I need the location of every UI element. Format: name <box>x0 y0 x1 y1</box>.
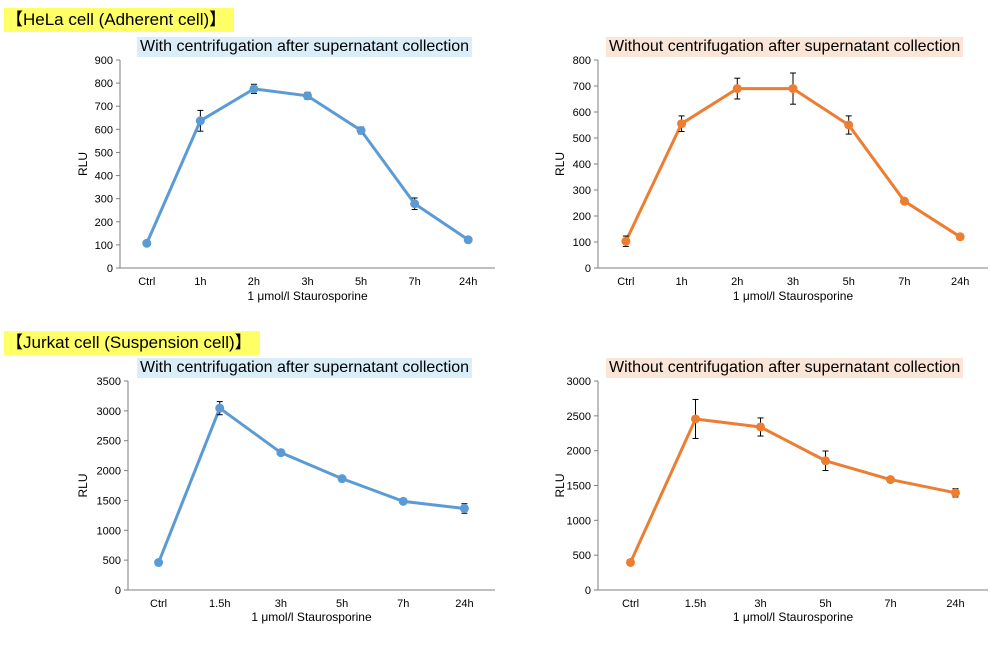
y-axis-title: RLU <box>553 473 567 497</box>
data-point <box>756 422 765 431</box>
y-tick-label: 1000 <box>567 515 591 527</box>
data-point <box>691 414 700 423</box>
data-point <box>951 488 960 497</box>
x-axis-title: 1 μmol/l Staurosporine <box>733 610 854 624</box>
y-tick-label: 500 <box>573 550 591 562</box>
y-tick-label: 2500 <box>567 411 591 423</box>
x-tick-label: Ctrl <box>622 598 639 610</box>
x-tick-label: 3h <box>754 598 766 610</box>
x-tick-label: 24h <box>946 598 964 610</box>
y-tick-label: 3000 <box>567 376 591 388</box>
data-point <box>821 456 830 465</box>
y-tick-label: 0 <box>585 585 591 597</box>
data-point <box>886 475 895 484</box>
x-tick-label: 7h <box>884 598 896 610</box>
y-tick-label: 1500 <box>567 481 591 493</box>
series-line <box>631 419 956 563</box>
data-point <box>626 558 635 567</box>
line-chart-jurkat-without-centrifugation: 0 500 1000 1500 2000 2500 3000 Ctrl 1.5h 3h 5h 7h 24… <box>0 0 1000 645</box>
y-tick-label: 2000 <box>567 446 591 458</box>
x-tick-label: 5h <box>819 598 831 610</box>
x-tick-label: 1.5h <box>685 598 706 610</box>
